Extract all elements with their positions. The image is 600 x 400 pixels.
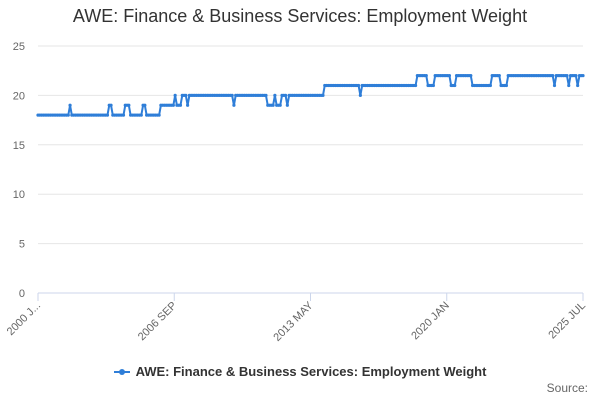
y-tick-label: 10	[13, 189, 25, 201]
x-axis: 2000 J... 2006 SEP 2013 MAY 2020 JAN 2025 JU…	[5, 292, 588, 344]
data-point[interactable]	[271, 103, 275, 107]
data-point[interactable]	[567, 83, 571, 88]
x-tick-label: 2013 MAY	[271, 299, 316, 344]
data-point[interactable]	[488, 83, 492, 88]
data-point[interactable]	[576, 83, 580, 88]
y-tick-label: 5	[19, 239, 25, 251]
data-point[interactable]	[171, 103, 175, 107]
x-tick-label: 2000 J...	[5, 300, 43, 338]
data-point[interactable]	[453, 83, 457, 88]
data-point[interactable]	[497, 74, 501, 78]
y-tick-label: 25	[13, 41, 25, 53]
data-point[interactable]	[321, 93, 325, 97]
y-tick-label: 20	[13, 90, 25, 102]
data-point[interactable]	[431, 83, 435, 88]
data-point[interactable]	[157, 113, 161, 117]
data-point[interactable]	[358, 93, 362, 97]
data-point[interactable]	[504, 83, 509, 88]
data-point[interactable]	[356, 83, 361, 88]
legend[interactable]: AWE: Finance & Business Services: Employ…	[0, 364, 600, 380]
y-tick-label: 0	[19, 288, 25, 300]
chart-title: AWE: Finance & Business Services: Employ…	[72, 6, 528, 26]
data-point[interactable]	[283, 93, 288, 97]
data-point[interactable]	[424, 74, 428, 78]
data-point[interactable]	[105, 113, 110, 117]
data-point[interactable]	[121, 113, 126, 117]
legend-line-marker-icon	[113, 367, 130, 377]
data-point[interactable]	[285, 103, 289, 107]
data-point[interactable]	[413, 83, 418, 88]
data-point[interactable]	[186, 103, 190, 107]
series-group[interactable]	[36, 74, 585, 117]
data-point[interactable]	[68, 103, 72, 107]
data-point[interactable]	[143, 103, 147, 107]
data-point[interactable]	[127, 103, 131, 107]
data-point[interactable]	[581, 74, 585, 78]
data-point[interactable]	[173, 93, 177, 97]
data-point[interactable]	[551, 74, 555, 78]
data-point[interactable]	[109, 103, 113, 107]
x-tick-label: 2025 JUL	[546, 300, 588, 342]
y-tick-label: 15	[13, 140, 25, 152]
data-point[interactable]	[264, 93, 268, 97]
y-axis: 0 5 10 15 20 25	[13, 41, 25, 300]
x-tick-label: 2006 SEP	[136, 300, 180, 344]
x-tick-label: 2020 JAN	[409, 300, 452, 343]
data-point[interactable]	[232, 103, 236, 107]
data-point[interactable]	[469, 74, 473, 78]
data-point[interactable]	[139, 113, 143, 117]
data-point[interactable]	[278, 103, 282, 107]
data-point[interactable]	[273, 93, 277, 97]
data-point[interactable]	[66, 113, 70, 117]
data-point[interactable]	[552, 83, 557, 88]
data-point[interactable]	[447, 74, 452, 78]
data-point[interactable]	[230, 93, 234, 97]
data-point[interactable]	[178, 103, 183, 107]
legend-label: AWE: Finance & Business Services: Employ…	[135, 364, 487, 379]
data-point[interactable]	[574, 74, 578, 78]
data-point[interactable]	[184, 93, 188, 97]
data-point[interactable]	[565, 74, 569, 78]
source-label: Source:	[546, 381, 588, 395]
